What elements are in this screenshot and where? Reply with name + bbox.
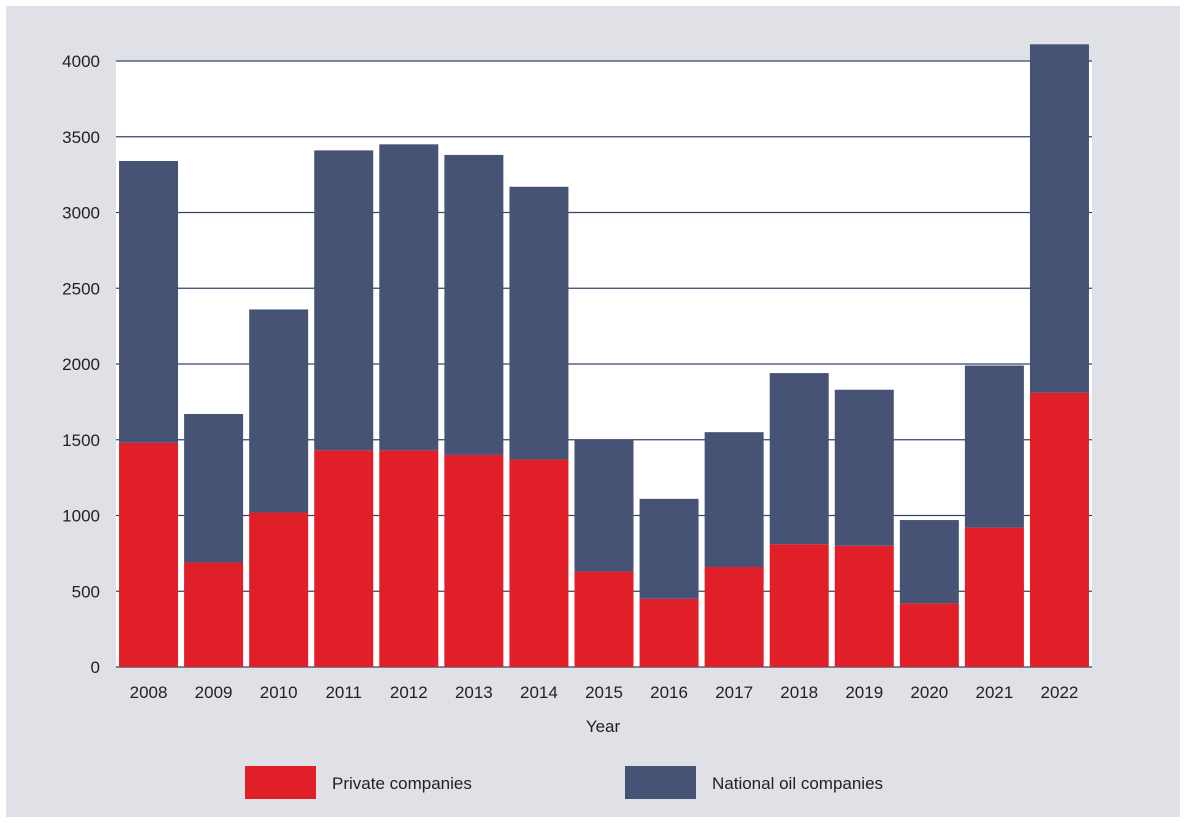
bar-private-2015 <box>574 571 634 667</box>
bar-private-2017 <box>704 567 764 667</box>
bar-national-2022 <box>1029 44 1089 393</box>
x-tick-label: 2015 <box>585 683 623 702</box>
bar-national-2012 <box>379 144 439 451</box>
bar-national-2019 <box>834 389 894 546</box>
y-tick-label: 0 <box>91 658 100 677</box>
bar-private-2016 <box>639 598 699 667</box>
x-tick-label: 2020 <box>910 683 948 702</box>
bar-national-2020 <box>899 520 959 604</box>
bar-national-2011 <box>314 150 374 451</box>
x-tick-label: 2021 <box>975 683 1013 702</box>
y-tick-label: 3500 <box>62 128 100 147</box>
x-tick-label: 2008 <box>130 683 168 702</box>
x-axis-title: Year <box>586 717 621 736</box>
y-tick-label: 500 <box>72 582 100 601</box>
bar-private-2012 <box>379 450 439 667</box>
legend-swatch-private <box>245 766 316 799</box>
x-axis-ticks: 2008 2009 2010 2011 2012 2013 2014 2015 2016 2017… <box>130 683 1079 702</box>
bar-private-2011 <box>314 450 374 667</box>
y-tick-label: 2500 <box>62 279 100 298</box>
x-tick-label: 2014 <box>520 683 558 702</box>
bar-national-2008 <box>119 160 179 443</box>
bar-national-2016 <box>639 498 699 599</box>
bar-private-2021 <box>964 527 1024 667</box>
bar-national-2013 <box>444 154 504 455</box>
y-tick-label: 1500 <box>62 431 100 450</box>
x-tick-label: 2017 <box>715 683 753 702</box>
x-tick-label: 2009 <box>195 683 233 702</box>
bar-private-2020 <box>899 603 959 667</box>
x-tick-label: 2010 <box>260 683 298 702</box>
bar-private-2019 <box>834 545 894 667</box>
bar-national-2010 <box>249 309 309 513</box>
x-tick-label: 2022 <box>1041 683 1079 702</box>
bar-national-2015 <box>574 439 634 572</box>
legend-label-private: Private companies <box>332 774 472 793</box>
bar-national-2021 <box>964 365 1024 528</box>
y-tick-label: 3000 <box>62 204 100 223</box>
bar-national-2009 <box>184 413 244 563</box>
bar-national-2017 <box>704 432 764 568</box>
y-tick-label: 4000 <box>62 52 100 71</box>
x-tick-label: 2018 <box>780 683 818 702</box>
bar-national-2018 <box>769 373 829 545</box>
bar-private-2008 <box>119 442 179 667</box>
legend-swatch-national <box>625 766 696 799</box>
x-tick-label: 2011 <box>325 683 362 702</box>
bar-private-2013 <box>444 454 504 667</box>
y-axis-ticks: 0 500 1000 1500 2000 2500 3000 3500 4000 <box>62 52 100 677</box>
x-tick-label: 2013 <box>455 683 493 702</box>
x-tick-label: 2016 <box>650 683 688 702</box>
bars <box>119 44 1089 667</box>
legend: Private companies National oil companies <box>245 766 883 799</box>
bar-private-2018 <box>769 544 829 667</box>
x-tick-label: 2012 <box>390 683 428 702</box>
bar-national-2014 <box>509 186 569 460</box>
bar-private-2014 <box>509 459 569 667</box>
y-tick-label: 2000 <box>62 355 100 374</box>
bar-private-2009 <box>184 562 244 667</box>
x-tick-label: 2019 <box>845 683 883 702</box>
bar-private-2010 <box>249 512 309 667</box>
legend-label-national: National oil companies <box>712 774 883 793</box>
y-tick-label: 1000 <box>62 507 100 526</box>
bar-private-2022 <box>1029 392 1089 667</box>
